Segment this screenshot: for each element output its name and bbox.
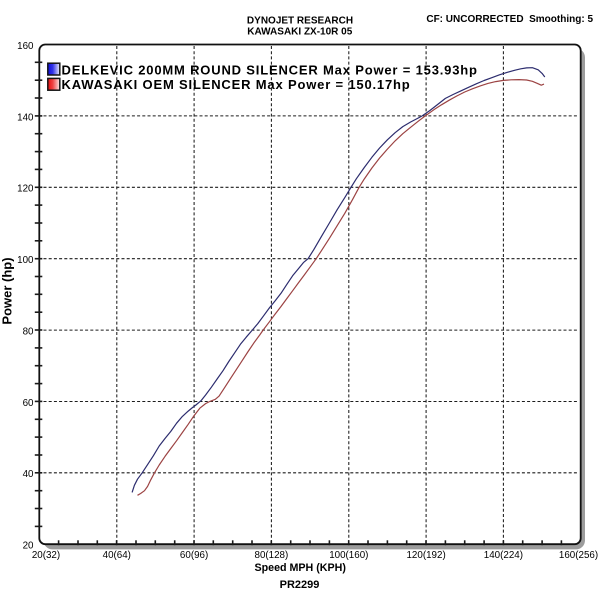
- svg-text:20: 20: [23, 541, 34, 552]
- svg-text:Speed MPH (KPH): Speed MPH (KPH): [254, 562, 346, 574]
- svg-text:60: 60: [23, 398, 34, 409]
- svg-text:CF: UNCORRECTED Smoothing: 5: CF: UNCORRECTED Smoothing: 5: [426, 14, 593, 25]
- svg-text:140: 140: [17, 112, 34, 123]
- svg-text:DYNOJET RESEARCH: DYNOJET RESEARCH: [247, 16, 353, 27]
- svg-text:40: 40: [23, 469, 34, 480]
- svg-text:DELKEVIC 200MM ROUND SILENCER: DELKEVIC 200MM ROUND SILENCER Max Power …: [62, 62, 478, 77]
- svg-text:60(96): 60(96): [180, 550, 208, 561]
- svg-text:KAWASAKI ZX-10R 05: KAWASAKI ZX-10R 05: [247, 27, 352, 38]
- svg-text:KAWASAKI OEM SILENCER Max Powe: KAWASAKI OEM SILENCER Max Power = 150.17…: [62, 77, 411, 92]
- svg-text:160(256): 160(256): [559, 550, 598, 561]
- svg-text:120(192): 120(192): [406, 550, 445, 561]
- svg-text:PR2299: PR2299: [280, 579, 320, 591]
- svg-text:100: 100: [17, 255, 34, 266]
- svg-text:40(64): 40(64): [103, 550, 131, 561]
- svg-text:20(32): 20(32): [32, 550, 60, 561]
- svg-text:Power (hp): Power (hp): [0, 257, 15, 324]
- svg-text:120: 120: [17, 184, 34, 195]
- svg-text:80(128): 80(128): [255, 550, 289, 561]
- svg-text:80: 80: [23, 326, 34, 337]
- svg-text:100(160): 100(160): [329, 550, 368, 561]
- svg-text:140(224): 140(224): [484, 550, 523, 561]
- svg-text:160: 160: [17, 41, 34, 52]
